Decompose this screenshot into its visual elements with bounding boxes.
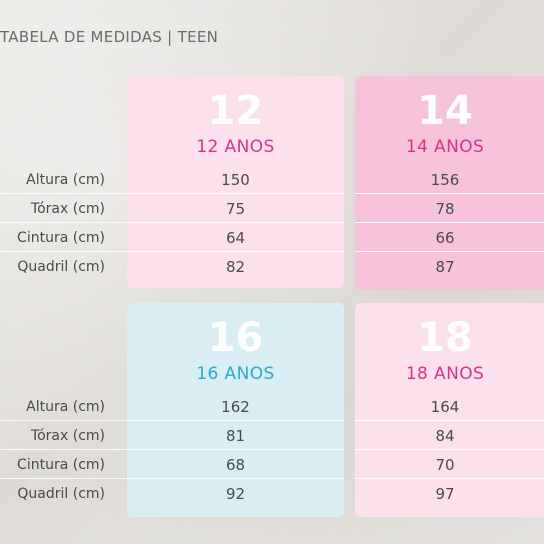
size-age-label: 18 ANOS [405, 364, 485, 384]
value-torax: 78 [435, 200, 455, 218]
row-divider [355, 251, 544, 252]
value-altura: 164 [430, 398, 460, 416]
row-divider [0, 222, 126, 223]
size-age-label: 14 ANOS [405, 137, 485, 157]
row-divider [355, 193, 544, 194]
size-card-14: 14 14 ANOS 156 78 66 87 [355, 76, 544, 290]
value-quadril: 87 [435, 258, 455, 276]
row-divider [127, 478, 344, 479]
row-divider [355, 478, 544, 479]
row-divider [0, 478, 126, 479]
size-age-label: 12 ANOS [196, 137, 275, 157]
row-divider [127, 420, 344, 421]
value-torax: 75 [225, 200, 246, 218]
row-divider [355, 420, 544, 421]
row-divider [127, 222, 344, 223]
row-divider [0, 193, 126, 194]
row-divider [355, 449, 544, 450]
page-title: TABELA DE MEDIDAS | TEEN [0, 28, 219, 46]
value-torax: 81 [225, 427, 246, 445]
value-cintura: 68 [225, 456, 246, 474]
row-divider [355, 222, 544, 223]
row-divider [127, 193, 344, 194]
size-card-16: 16 16 ANOS 162 81 68 92 [127, 303, 344, 517]
value-quadril: 97 [435, 485, 455, 503]
value-altura: 150 [221, 171, 250, 189]
size-number: 14 [417, 88, 473, 134]
row-divider [127, 251, 344, 252]
value-quadril: 82 [225, 258, 246, 276]
value-altura: 156 [430, 171, 460, 189]
size-number: 18 [417, 315, 473, 361]
size-age-label: 16 ANOS [196, 364, 275, 384]
value-quadril: 92 [225, 485, 246, 503]
value-altura: 162 [221, 398, 250, 416]
row-label-altura: Altura (cm) [26, 172, 105, 188]
row-divider [0, 251, 126, 252]
size-number: 12 [207, 88, 264, 134]
value-cintura: 66 [435, 229, 455, 247]
row-divider [0, 449, 126, 450]
row-divider [127, 449, 344, 450]
row-label-torax: Tórax (cm) [30, 201, 105, 217]
row-divider [0, 420, 126, 421]
value-torax: 84 [435, 427, 455, 445]
row-label-quadril: Quadril (cm) [17, 486, 105, 502]
value-cintura: 64 [225, 229, 246, 247]
size-card-12: 12 12 ANOS 150 75 64 82 [127, 76, 344, 288]
row-label-quadril: Quadril (cm) [17, 259, 105, 275]
row-label-cintura: Cintura (cm) [17, 230, 105, 246]
value-cintura: 70 [435, 456, 455, 474]
size-number: 16 [207, 315, 264, 361]
row-label-altura: Altura (cm) [26, 399, 105, 415]
row-label-cintura: Cintura (cm) [17, 457, 105, 473]
row-label-torax: Tórax (cm) [30, 428, 105, 444]
size-card-18: 18 18 ANOS 164 84 70 97 [355, 303, 544, 517]
